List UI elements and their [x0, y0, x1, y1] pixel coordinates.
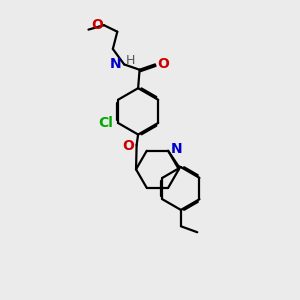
Text: H: H — [126, 54, 135, 67]
Text: O: O — [91, 18, 103, 32]
Text: Cl: Cl — [98, 116, 113, 130]
Text: O: O — [122, 139, 134, 152]
Text: O: O — [158, 57, 169, 71]
Text: N: N — [170, 142, 182, 156]
Text: N: N — [110, 57, 122, 71]
